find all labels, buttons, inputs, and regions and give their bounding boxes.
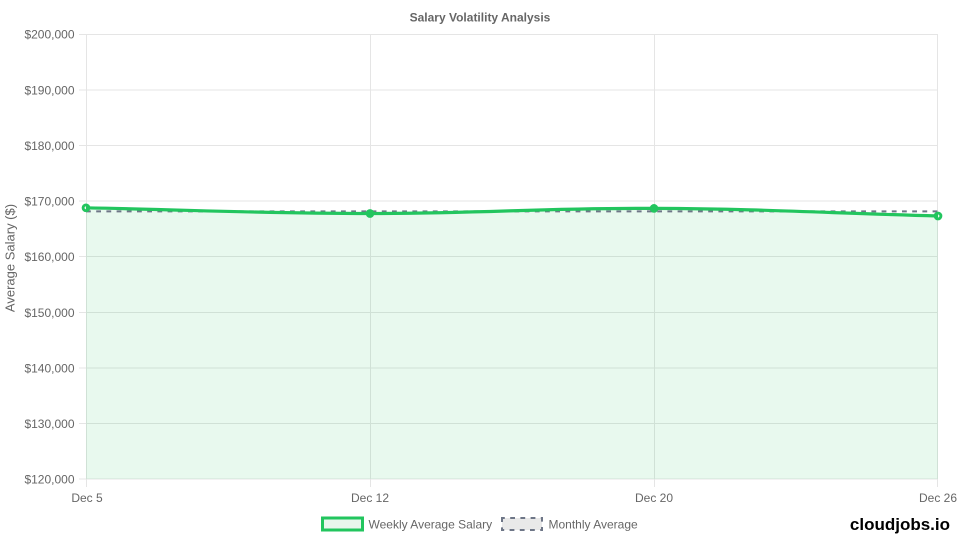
- svg-text:$160,000: $160,000: [24, 250, 74, 264]
- svg-text:Dec 5: Dec 5: [71, 491, 103, 505]
- svg-text:$150,000: $150,000: [24, 306, 74, 320]
- svg-text:Dec 20: Dec 20: [635, 491, 673, 505]
- svg-text:cloudjobs.io: cloudjobs.io: [850, 515, 950, 534]
- svg-text:Average Salary ($): Average Salary ($): [3, 204, 18, 312]
- svg-text:Weekly Average Salary: Weekly Average Salary: [369, 518, 493, 532]
- svg-text:Dec 26: Dec 26: [919, 491, 957, 505]
- svg-text:$140,000: $140,000: [24, 361, 74, 375]
- svg-text:$130,000: $130,000: [24, 417, 74, 431]
- svg-text:Monthly Average: Monthly Average: [549, 518, 638, 532]
- svg-text:Dec 12: Dec 12: [351, 491, 389, 505]
- svg-text:$170,000: $170,000: [24, 195, 74, 209]
- svg-text:$190,000: $190,000: [24, 83, 74, 97]
- svg-text:$200,000: $200,000: [24, 28, 74, 42]
- svg-text:$180,000: $180,000: [24, 139, 74, 153]
- svg-text:Salary Volatility Analysis: Salary Volatility Analysis: [410, 11, 551, 25]
- svg-text:$120,000: $120,000: [24, 473, 74, 487]
